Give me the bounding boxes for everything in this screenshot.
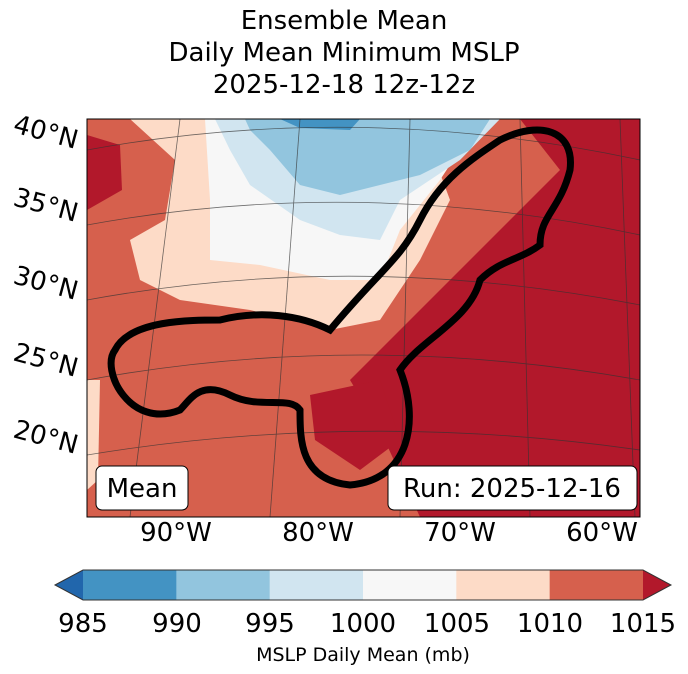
lon-label: 60°W <box>566 518 638 548</box>
colorbar-bin <box>363 570 457 600</box>
title-line-2: Daily Mean Minimum MSLP <box>168 38 520 68</box>
colorbar-extend-high <box>643 570 671 600</box>
map-frame <box>86 118 641 518</box>
run-box <box>387 465 638 511</box>
title-line-3: 2025-12-18 12z-12z <box>212 70 476 100</box>
colorbar <box>53 569 673 601</box>
cb-tick: 1010 <box>517 609 583 639</box>
colorbar-bin <box>176 570 271 600</box>
title-line-1: Ensemble Mean <box>240 6 448 36</box>
lon-label: 70°W <box>424 518 496 548</box>
colorbar-ticks: 985 990 995 1000 1005 1010 1015 <box>58 609 676 639</box>
cb-tick: 995 <box>245 609 295 639</box>
lat-label: 20°N <box>10 415 81 461</box>
contour-line <box>107 126 574 489</box>
map-field <box>87 119 640 517</box>
colorbar-extend-low <box>55 570 83 600</box>
field-1015-w <box>87 135 122 210</box>
colorbar-outline <box>53 569 673 601</box>
colorbar-bin <box>83 570 177 600</box>
lat-label: 25°N <box>10 338 81 384</box>
lon-label: 90°W <box>140 518 212 548</box>
lon-labels: 90°W 80°W 70°W 60°W <box>140 518 638 548</box>
mean-annotation: Mean <box>107 474 178 504</box>
mean-box <box>95 465 189 511</box>
cb-tick: 1000 <box>330 609 396 639</box>
run-annotation: Run: 2025-12-16 <box>403 474 621 504</box>
field-1015-ne <box>350 119 640 517</box>
cb-tick: 1005 <box>424 609 490 639</box>
lat-label: 35°N <box>10 183 81 229</box>
lat-label: 40°N <box>10 110 81 156</box>
lon-label: 80°W <box>282 518 354 548</box>
field-1015-fl <box>310 380 400 470</box>
field-1005-w <box>87 380 100 490</box>
lat-labels: 40°N 35°N 30°N 25°N 20°N <box>10 110 81 461</box>
lat-label: 30°N <box>10 261 81 307</box>
colorbar-bin <box>456 570 551 600</box>
cb-tick: 985 <box>58 609 108 639</box>
cb-tick: 990 <box>152 609 202 639</box>
cb-tick: 1015 <box>610 609 676 639</box>
colorbar-bin <box>269 570 364 600</box>
colorbar-bin <box>549 570 644 600</box>
field-990 <box>245 119 490 195</box>
colorbar-label: MSLP Daily Mean (mb) <box>256 644 470 666</box>
